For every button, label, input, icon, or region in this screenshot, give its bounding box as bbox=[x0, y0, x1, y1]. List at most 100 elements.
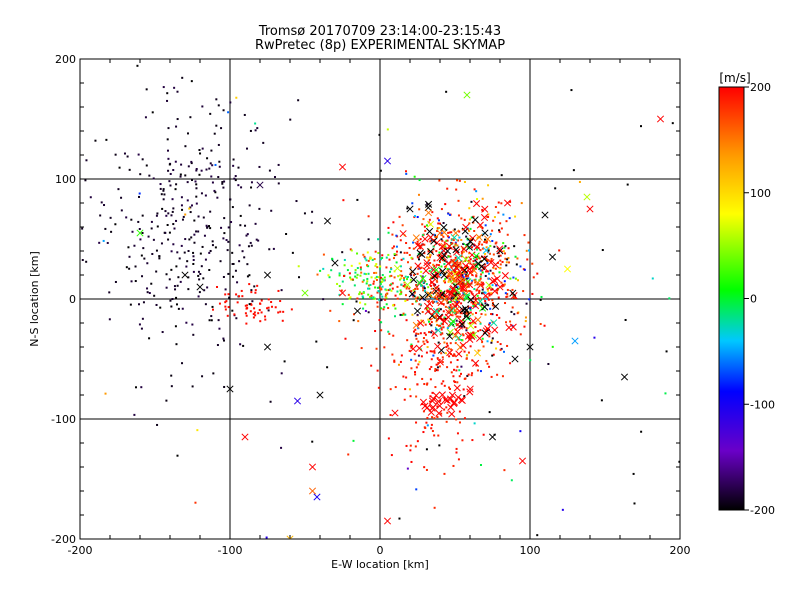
data-point bbox=[270, 305, 273, 308]
data-point bbox=[497, 201, 500, 204]
data-point bbox=[442, 337, 445, 340]
data-point bbox=[390, 274, 393, 277]
data-point bbox=[195, 187, 198, 190]
x-marker bbox=[496, 283, 504, 291]
x-marker bbox=[469, 262, 477, 271]
x-marker bbox=[455, 350, 463, 358]
data-point bbox=[150, 227, 153, 230]
data-point bbox=[349, 248, 352, 251]
data-point bbox=[490, 288, 493, 291]
data-point bbox=[297, 99, 300, 102]
data-point bbox=[513, 245, 516, 248]
data-point bbox=[403, 398, 406, 401]
data-point bbox=[123, 152, 126, 155]
data-point bbox=[504, 292, 507, 295]
data-point bbox=[490, 292, 493, 295]
data-point bbox=[431, 391, 434, 394]
data-point bbox=[166, 149, 169, 152]
data-point bbox=[191, 323, 194, 326]
data-point bbox=[506, 344, 509, 347]
data-point bbox=[433, 350, 436, 353]
data-point bbox=[435, 279, 438, 282]
data-point bbox=[190, 204, 193, 207]
data-point bbox=[133, 413, 136, 416]
data-point bbox=[158, 257, 161, 260]
data-point bbox=[678, 460, 680, 463]
data-point bbox=[194, 501, 197, 504]
data-point bbox=[462, 297, 465, 300]
data-point bbox=[502, 213, 505, 216]
data-point bbox=[422, 218, 425, 221]
data-point bbox=[529, 359, 532, 362]
data-point bbox=[291, 251, 294, 254]
data-point bbox=[415, 284, 418, 287]
data-point bbox=[520, 202, 523, 205]
data-point bbox=[201, 147, 204, 150]
data-point bbox=[466, 374, 469, 377]
data-point bbox=[467, 305, 470, 308]
data-point bbox=[484, 253, 487, 256]
data-point bbox=[470, 246, 473, 249]
data-point bbox=[469, 311, 472, 314]
data-point bbox=[415, 366, 418, 369]
x-marker bbox=[429, 395, 438, 403]
x-marker bbox=[454, 393, 462, 401]
data-point bbox=[370, 276, 373, 279]
data-point bbox=[475, 261, 478, 264]
data-point bbox=[514, 297, 517, 300]
data-point bbox=[422, 321, 425, 324]
data-point bbox=[435, 368, 438, 371]
data-point bbox=[215, 98, 218, 101]
data-point bbox=[254, 129, 257, 132]
data-point bbox=[436, 217, 439, 220]
data-point bbox=[442, 310, 445, 313]
data-point bbox=[359, 301, 362, 304]
data-point bbox=[478, 292, 481, 295]
x-marker bbox=[501, 272, 509, 280]
data-point bbox=[457, 199, 460, 202]
data-point bbox=[167, 238, 170, 241]
x-marker bbox=[453, 300, 461, 308]
x-marker bbox=[301, 289, 309, 297]
data-point bbox=[246, 307, 249, 310]
data-point bbox=[526, 258, 529, 261]
data-point bbox=[245, 304, 248, 307]
data-point bbox=[343, 275, 346, 278]
data-point bbox=[411, 344, 414, 347]
x-marker bbox=[656, 115, 665, 123]
data-point bbox=[458, 421, 461, 424]
data-point bbox=[436, 366, 439, 369]
data-point bbox=[462, 276, 465, 279]
data-point bbox=[510, 479, 513, 482]
data-point bbox=[457, 281, 460, 284]
data-point bbox=[410, 290, 413, 293]
data-point bbox=[437, 324, 440, 327]
data-point bbox=[221, 181, 224, 184]
data-point bbox=[421, 223, 424, 226]
data-point bbox=[444, 203, 447, 206]
x-marker bbox=[406, 205, 414, 213]
data-point bbox=[454, 241, 457, 244]
data-point bbox=[442, 303, 445, 306]
x-marker bbox=[263, 271, 272, 279]
x-marker bbox=[446, 395, 455, 403]
x-marker bbox=[424, 291, 432, 299]
data-point bbox=[441, 332, 444, 335]
data-point bbox=[326, 366, 329, 369]
data-point bbox=[547, 363, 550, 366]
data-point bbox=[173, 86, 176, 89]
data-point bbox=[254, 289, 257, 292]
data-point bbox=[201, 245, 204, 248]
data-point bbox=[338, 272, 341, 275]
data-point bbox=[430, 281, 433, 284]
data-point bbox=[478, 290, 481, 293]
data-point bbox=[387, 330, 390, 333]
data-point bbox=[406, 298, 409, 301]
data-point bbox=[488, 286, 491, 289]
data-point bbox=[439, 333, 442, 336]
data-point bbox=[341, 303, 344, 306]
x-marker bbox=[467, 322, 475, 330]
data-point bbox=[430, 276, 433, 279]
data-point bbox=[417, 332, 420, 335]
data-point bbox=[532, 276, 535, 279]
